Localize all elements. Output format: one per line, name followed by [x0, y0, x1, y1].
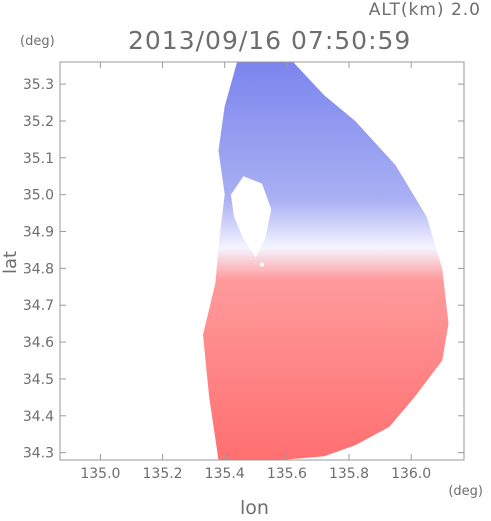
- x-tick-label: 135.2: [143, 466, 183, 482]
- x-tick-label: 136.0: [391, 466, 431, 482]
- altitude-label: ALT(km) 2.0: [368, 0, 481, 20]
- y-tick-label: 34.9: [23, 225, 54, 241]
- x-tick-label: 135.4: [205, 466, 245, 482]
- y-tick-label: 35.2: [23, 114, 54, 130]
- echo-field: [203, 62, 449, 460]
- plot-frame: [59, 61, 465, 461]
- axes: 34.3 34.4 34.5 34.6 34.7 34.8 34.9 35.0 35.1 35.2…: [23, 62, 464, 482]
- x-axis-label: lon: [240, 497, 269, 519]
- y-tick-label: 35.0: [23, 188, 54, 204]
- y-tick-label: 34.8: [23, 261, 54, 277]
- x-unit-label: (deg): [448, 484, 483, 499]
- y-tick-label: 35.1: [23, 151, 54, 167]
- y-tick-label: 34.4: [23, 409, 54, 425]
- y-unit-label: (deg): [20, 34, 55, 49]
- y-tick-label: 34.7: [23, 298, 54, 314]
- timestamp-title: 2013/09/16 07:50:59: [128, 26, 412, 55]
- x-tick-label: 135.6: [267, 466, 307, 482]
- y-tick-label: 34.3: [23, 446, 54, 462]
- y-tick-label: 35.3: [23, 77, 54, 93]
- y-tick-label: 34.6: [23, 335, 54, 351]
- echo-region: [203, 62, 449, 460]
- x-tick-label: 135.8: [329, 466, 369, 482]
- radar-center: [260, 262, 264, 267]
- y-tick-label: 34.5: [23, 372, 54, 388]
- x-tick-label: 135.0: [80, 466, 120, 482]
